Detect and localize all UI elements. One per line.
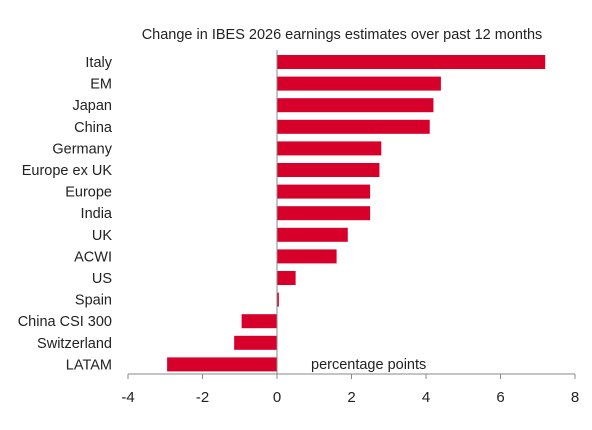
category-label: Europe ex UK: [22, 163, 113, 179]
category-label: Japan: [72, 98, 112, 114]
x-tick-label: 6: [496, 389, 504, 406]
category-label: China CSI 300: [18, 314, 112, 330]
bar: [277, 163, 380, 177]
bar: [277, 55, 546, 69]
bar: [277, 119, 430, 134]
bar: [277, 227, 348, 242]
chart-title: Change in IBES 2026 earnings estimates o…: [142, 27, 543, 43]
category-label: LATAM: [66, 357, 112, 373]
x-tick-label: 8: [571, 389, 579, 406]
x-axis-ticks: -4 -2 0 2 4 6 8: [121, 374, 579, 406]
category-label: Germany: [52, 141, 112, 157]
units-annotation: percentage points: [311, 357, 426, 373]
bar: [167, 357, 277, 372]
category-label: EM: [90, 77, 112, 93]
x-tick-label: 2: [347, 389, 355, 406]
category-label: Spain: [75, 293, 112, 309]
category-label: US: [92, 271, 112, 287]
bars: [167, 55, 546, 372]
bar: [277, 76, 441, 91]
category-label: Switzerland: [37, 336, 112, 352]
x-tick-label: 0: [273, 389, 281, 406]
bar: [277, 249, 337, 264]
x-tick-label: -4: [121, 389, 134, 406]
category-label: Europe: [65, 185, 112, 201]
bar: [277, 271, 296, 285]
bar: [241, 314, 277, 329]
x-tick-label: 4: [422, 389, 430, 406]
x-tick-label: -2: [196, 389, 209, 406]
category-label: UK: [92, 228, 112, 244]
category-label: Italy: [85, 55, 112, 71]
bar: [277, 141, 382, 156]
category-label: ACWI: [74, 249, 112, 265]
category-labels: Italy EM Japan China Germany Europe ex UK Euro…: [18, 55, 113, 373]
bar: [277, 184, 371, 199]
bar: [277, 206, 371, 221]
category-label: China: [74, 120, 113, 136]
bar: [277, 98, 434, 113]
category-label: India: [81, 206, 113, 222]
bar: [277, 292, 279, 307]
bar: [234, 335, 277, 350]
